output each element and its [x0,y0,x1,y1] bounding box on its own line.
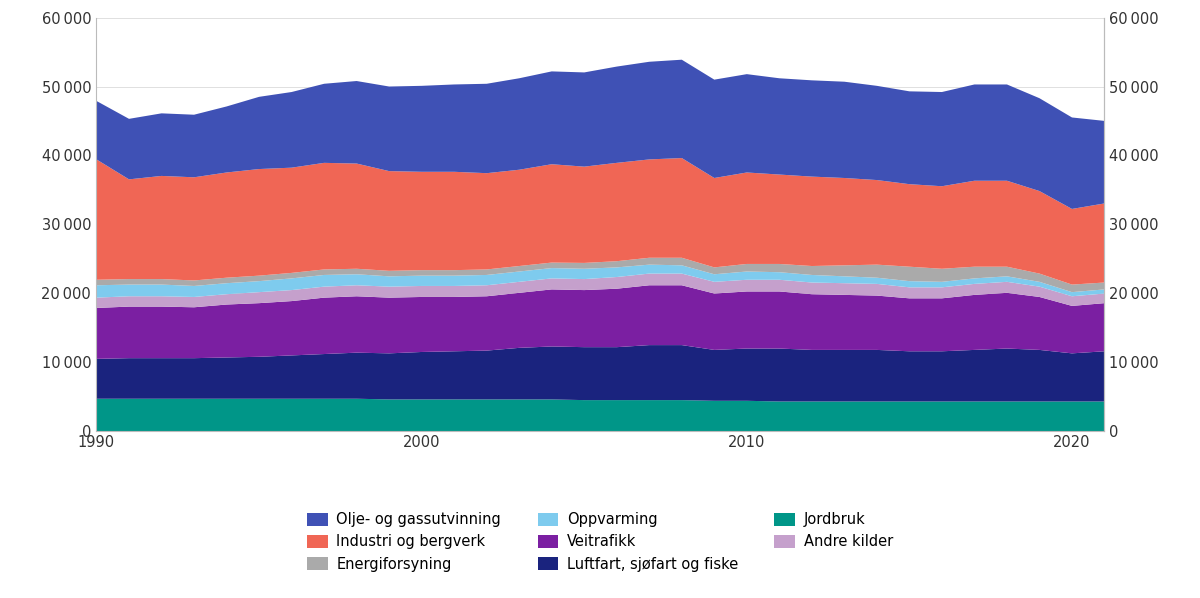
Legend: Olje- og gassutvinning, Industri og bergverk, Energiforsyning, Oppvarming, Veitr: Olje- og gassutvinning, Industri og berg… [307,512,893,572]
